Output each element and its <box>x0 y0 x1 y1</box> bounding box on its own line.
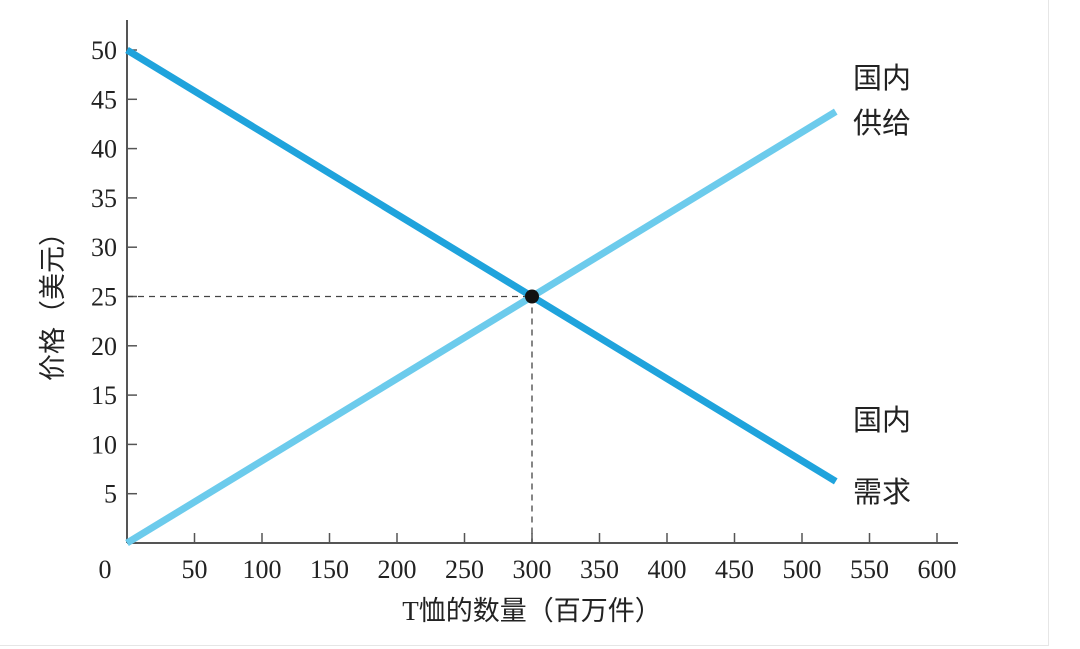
y-tick-label: 5 <box>104 480 117 509</box>
x-tick-label: 150 <box>310 555 349 584</box>
y-axis-label: 价格（美元） <box>38 219 68 381</box>
x-tick-label: 250 <box>445 555 484 584</box>
series-label: 需求 <box>853 476 911 509</box>
x-tick-label: 200 <box>378 555 417 584</box>
y-tick-label: 20 <box>91 332 117 361</box>
y-tick-label: 10 <box>91 430 117 459</box>
x-tick-label: 600 <box>918 555 957 584</box>
x-tick-label: 450 <box>715 555 754 584</box>
demand-line <box>125 47 838 485</box>
y-tick-label: 40 <box>91 135 117 164</box>
equilibrium-point <box>525 289 539 304</box>
x-tick-label: 0 <box>99 555 112 584</box>
series-label: 国内 <box>853 404 911 437</box>
x-tick-label: 400 <box>648 555 687 584</box>
x-tick-label: 500 <box>783 555 822 584</box>
x-axis-label: T恤的数量（百万件） <box>402 596 662 626</box>
y-tick-label: 35 <box>91 184 117 213</box>
y-tick-label: 45 <box>91 85 117 114</box>
series-label: 供给 <box>853 107 911 140</box>
y-tick-label: 30 <box>91 233 117 262</box>
supply-line <box>125 108 838 546</box>
y-tick-label: 25 <box>91 283 117 312</box>
y-tick-label: 15 <box>91 381 117 410</box>
y-tick-label: 50 <box>91 36 117 65</box>
series-label: 国内 <box>853 62 911 95</box>
chart-frame <box>0 0 1049 646</box>
x-tick-label: 550 <box>850 555 889 584</box>
x-tick-label: 300 <box>513 555 552 584</box>
x-tick-label: 50 <box>182 555 208 584</box>
x-tick-label: 350 <box>580 555 619 584</box>
x-tick-label: 100 <box>243 555 282 584</box>
